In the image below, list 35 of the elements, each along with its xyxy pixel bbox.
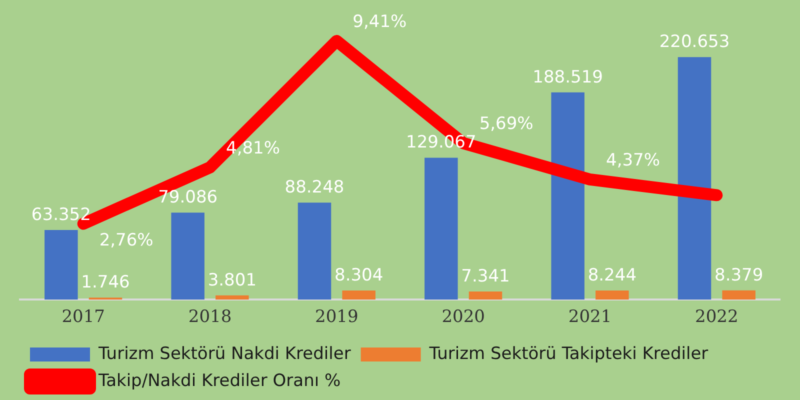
bar — [678, 57, 712, 300]
bar — [44, 230, 78, 300]
data-label: 1.746 — [81, 272, 130, 293]
data-label: 5,69% — [479, 114, 534, 134]
bar — [171, 212, 204, 300]
bar — [551, 92, 584, 300]
data-label: 9,41% — [352, 12, 407, 32]
data-label: 4,37% — [606, 150, 660, 170]
legend-label: Turizm Sektörü Takipteki Krediler — [428, 344, 708, 364]
data-label: 220.653 — [659, 32, 730, 52]
bar — [424, 158, 458, 300]
data-label: 88.248 — [284, 178, 344, 198]
data-label: 188.519 — [532, 67, 603, 88]
x-tick-label: 2021 — [568, 307, 612, 328]
x-tick-label: 2018 — [188, 307, 232, 328]
legend-label: Takip/Nakdi Krediler Oranı % — [98, 370, 341, 391]
x-tick-label: 2022 — [695, 307, 738, 328]
bar — [216, 295, 249, 300]
data-label: 63.352 — [31, 204, 91, 225]
bar — [722, 290, 756, 300]
bar — [596, 290, 629, 300]
x-tick-label: 2019 — [315, 307, 358, 328]
data-label: 8.244 — [588, 265, 637, 286]
data-label: 8.379 — [714, 265, 764, 286]
x-tick-label: 2017 — [62, 307, 105, 328]
x-tick-label: 2020 — [442, 307, 485, 328]
data-label: 79.086 — [158, 188, 218, 208]
data-label: 2,76% — [99, 230, 154, 251]
legend-label: Turizm Sektörü Nakdi Krediler — [98, 344, 351, 364]
bar — [298, 202, 332, 300]
data-label: 3.801 — [208, 270, 257, 290]
bar — [468, 292, 502, 300]
bar — [342, 290, 376, 300]
data-label: 7.341 — [461, 266, 510, 286]
data-label: 8.304 — [334, 265, 384, 286]
